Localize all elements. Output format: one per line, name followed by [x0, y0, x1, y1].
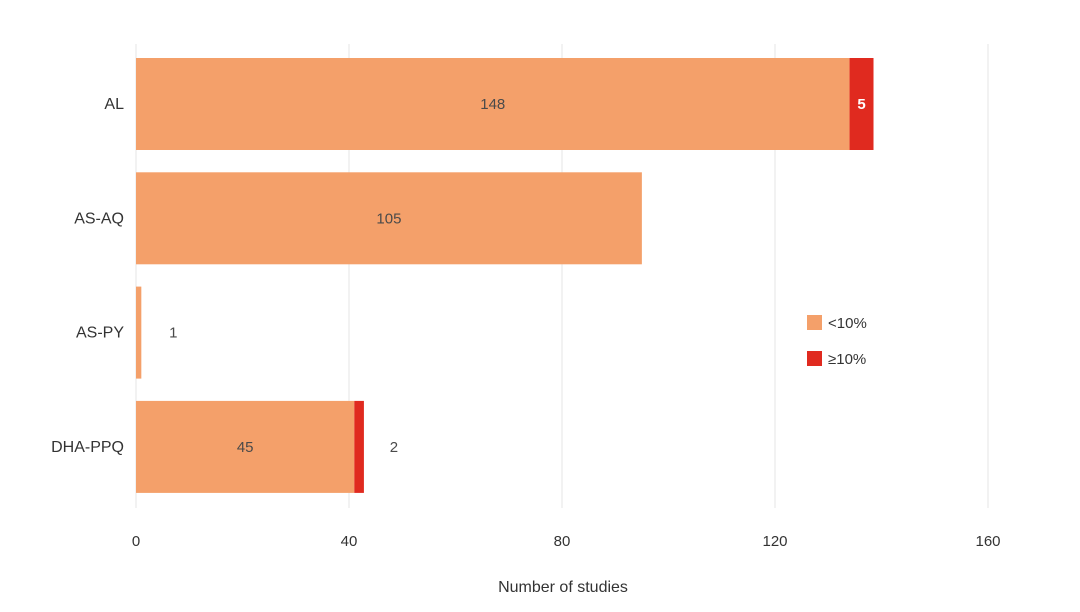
x-tick-120: 120 — [762, 533, 787, 550]
bar-dha-ppq-above-10 — [354, 400, 364, 493]
legend-label-0: <10% — [828, 315, 867, 332]
bar-label-dha-ppq-above-10: 2 — [390, 439, 398, 456]
bar-dha-ppq-below-10 — [136, 400, 355, 493]
bar-as-py-below-10 — [136, 286, 142, 379]
bar-label-dha-ppq-below-10: 45 — [237, 439, 254, 456]
legend-swatch-0 — [807, 315, 822, 330]
y-axis-labels: AL AS-AQ AS-PY DHA-PPQ — [51, 96, 124, 456]
y-label-dha-ppq: DHA-PPQ — [51, 439, 124, 456]
bar-labels: 148 5 105 1 45 2 — [169, 96, 866, 456]
bar-al-above-10 — [849, 58, 874, 150]
x-tick-80: 80 — [554, 533, 571, 550]
bar-as-aq-below-10 — [136, 172, 642, 265]
bar-label-as-py-below-10: 1 — [169, 325, 177, 342]
bars — [136, 58, 874, 493]
x-axis-title: Number of studies — [498, 579, 628, 596]
legend-label-1: ≥10% — [828, 351, 866, 368]
x-tick-0: 0 — [132, 533, 140, 550]
legend-swatch-1 — [807, 351, 822, 366]
x-tick-40: 40 — [341, 533, 358, 550]
x-axis-tick-labels: 0 40 80 120 160 — [132, 533, 1001, 550]
y-label-as-py: AS-PY — [76, 325, 124, 342]
x-tick-160: 160 — [975, 533, 1000, 550]
y-label-al: AL — [104, 96, 124, 113]
bar-label-al-below-10: 148 — [480, 96, 505, 113]
bar-al-below-10 — [136, 58, 850, 150]
bar-label-al-above-10: 5 — [857, 96, 865, 113]
bar-label-as-aq-below-10: 105 — [376, 210, 401, 227]
y-label-as-aq: AS-AQ — [74, 210, 124, 227]
legend: <10% ≥10% — [807, 315, 867, 368]
